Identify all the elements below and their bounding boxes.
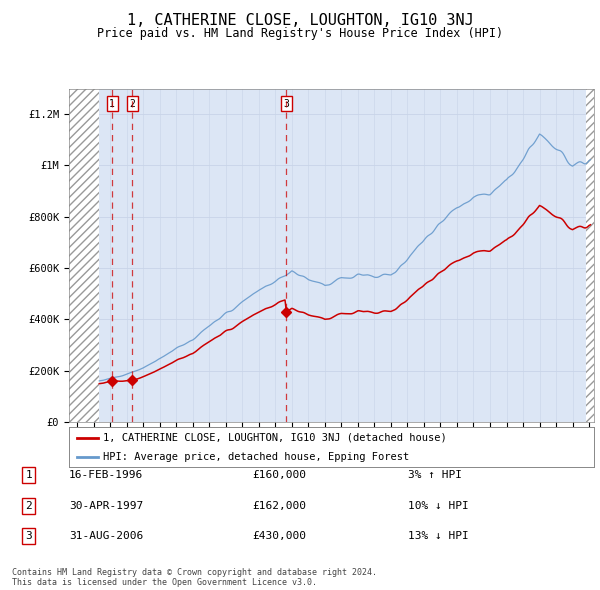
Text: 1: 1 (25, 470, 32, 480)
Text: 16-FEB-1996: 16-FEB-1996 (69, 470, 143, 480)
Text: 30-APR-1997: 30-APR-1997 (69, 501, 143, 510)
Text: 3% ↑ HPI: 3% ↑ HPI (408, 470, 462, 480)
Bar (586, 88, 594, 422)
Text: 3: 3 (283, 99, 289, 109)
Text: 2: 2 (129, 99, 135, 109)
Text: HPI: Average price, detached house, Epping Forest: HPI: Average price, detached house, Eppi… (103, 452, 409, 462)
Text: £162,000: £162,000 (252, 501, 306, 510)
Text: 1, CATHERINE CLOSE, LOUGHTON, IG10 3NJ (detached house): 1, CATHERINE CLOSE, LOUGHTON, IG10 3NJ (… (103, 432, 447, 442)
Text: 2: 2 (25, 501, 32, 510)
Bar (69, 88, 99, 422)
Text: 31-AUG-2006: 31-AUG-2006 (69, 532, 143, 541)
Text: Price paid vs. HM Land Registry's House Price Index (HPI): Price paid vs. HM Land Registry's House … (97, 27, 503, 40)
Text: £160,000: £160,000 (252, 470, 306, 480)
Text: 1: 1 (109, 99, 115, 109)
Text: 13% ↓ HPI: 13% ↓ HPI (408, 532, 469, 541)
Text: 10% ↓ HPI: 10% ↓ HPI (408, 501, 469, 510)
Text: 1, CATHERINE CLOSE, LOUGHTON, IG10 3NJ: 1, CATHERINE CLOSE, LOUGHTON, IG10 3NJ (127, 13, 473, 28)
Text: Contains HM Land Registry data © Crown copyright and database right 2024.
This d: Contains HM Land Registry data © Crown c… (12, 568, 377, 587)
Text: 3: 3 (25, 532, 32, 541)
Text: £430,000: £430,000 (252, 532, 306, 541)
